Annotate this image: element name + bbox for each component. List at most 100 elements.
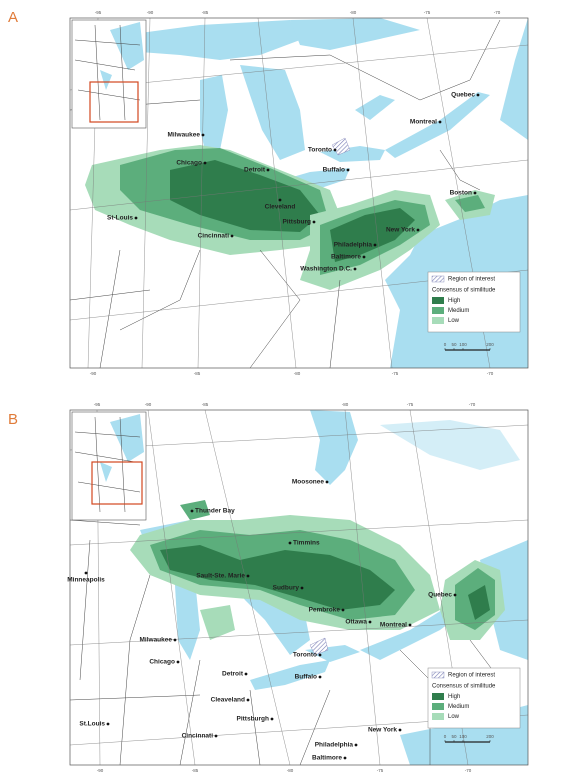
degree-label: -95 [95,10,102,15]
city-dot [246,574,250,578]
scale-label: 0 [444,734,447,739]
panel-b-map [70,410,528,765]
city-label: Buffalo [295,674,317,681]
city-label: Philadelphia [315,742,354,749]
city-dot [106,722,110,726]
degree-label: -80 [342,402,349,407]
city-dot [473,191,477,195]
city-dot [373,243,377,247]
city-label: Buffalo [323,167,345,174]
city-dot [270,717,274,721]
legend-swatch [432,703,444,710]
degree-label: -75 [407,402,414,407]
city-dot [353,267,357,271]
legend-title: Consensus of similitude [432,288,496,294]
degree-label: -80 [294,371,301,376]
city-label: New York [368,727,397,734]
degree-label: -80 [287,768,294,773]
scale-label: 50 [451,734,457,739]
scale-label: 200 [486,734,494,739]
city-dot [278,198,282,202]
city-label: Philadelphia [334,242,373,249]
city-dot [408,623,412,627]
city-label: Quebec [428,592,452,599]
city-dot [244,672,248,676]
city-dot [246,698,250,702]
legend-swatch [432,297,444,304]
city-label: Detroit [244,167,266,174]
city-dot [176,660,180,664]
city-label: Boston [450,190,472,197]
degree-label: -70 [469,402,476,407]
city-label: Cincinnati [182,733,214,740]
inset-a [71,19,147,129]
degree-label: -70 [487,371,494,376]
city-label: Quebec [451,92,475,99]
city-label: Montreal [410,119,437,126]
city-dot [84,571,88,575]
degree-label: -70 [494,10,501,15]
city-label: Minneapolis [67,577,105,584]
degree-label: -85 [192,768,199,773]
city-dot [201,133,205,137]
scale-label: 100 [459,734,467,739]
legend-swatch [431,275,445,283]
city-label: Toronto [293,652,317,659]
legend-label: Medium [448,308,469,314]
legend-label: Medium [448,704,469,710]
legend-title: Consensus of similitude [432,684,496,690]
city-label: Cincinnati [198,233,230,240]
panel-label: B [8,411,18,428]
city-label: Pittsburgh [237,716,270,723]
city-label: Chicago [149,659,175,666]
degree-label: -95 [94,402,101,407]
city-dot [173,638,177,642]
degree-label: -80 [350,10,357,15]
legend-swatch [432,713,444,720]
inset-b [71,411,147,521]
city-label: Baltimore [312,755,342,762]
scale-label: 100 [459,342,467,347]
city-label: St-Louis [107,215,133,222]
scale-label: 200 [486,342,494,347]
degree-label: -90 [90,371,97,376]
city-dot [214,734,218,738]
legend-label: Region of interest [448,277,495,283]
city-label: Sault-Ste. Marie [196,573,245,580]
legend-label: Low [448,318,460,324]
city-dot [230,234,234,238]
legend-label: High [448,298,460,304]
degree-label: -75 [392,371,399,376]
degree-label: -75 [424,10,431,15]
degree-label: -75 [377,768,384,773]
city-dot [362,255,366,259]
degree-label: -70 [465,768,472,773]
scale-label: 50 [451,342,457,347]
city-dot [438,120,442,124]
city-label: Toronto [308,147,332,154]
city-dot [300,586,304,590]
degree-label: -90 [147,10,154,15]
scale-label: 0 [444,342,447,347]
city-label: Detroit [222,671,244,678]
degree-label: -90 [97,768,104,773]
city-dot [134,216,138,220]
city-label: Moosonee [292,479,325,486]
city-label: Cleaveland [211,697,245,704]
city-label: Timmins [293,540,320,547]
degree-label: -90 [145,402,152,407]
panel-label: A [8,9,18,26]
city-dot [453,593,457,597]
legend-swatch [432,693,444,700]
city-label: New York [386,227,415,234]
city-dot [416,228,420,232]
panel-a-map [70,18,528,368]
legend-swatch [431,671,445,679]
city-dot [318,675,322,679]
city-label: Washington D.C. [300,266,352,273]
panel-b-frame [69,409,529,766]
legend-swatch [432,317,444,324]
city-dot [288,541,292,545]
city-label: Milwaukee [139,637,172,644]
